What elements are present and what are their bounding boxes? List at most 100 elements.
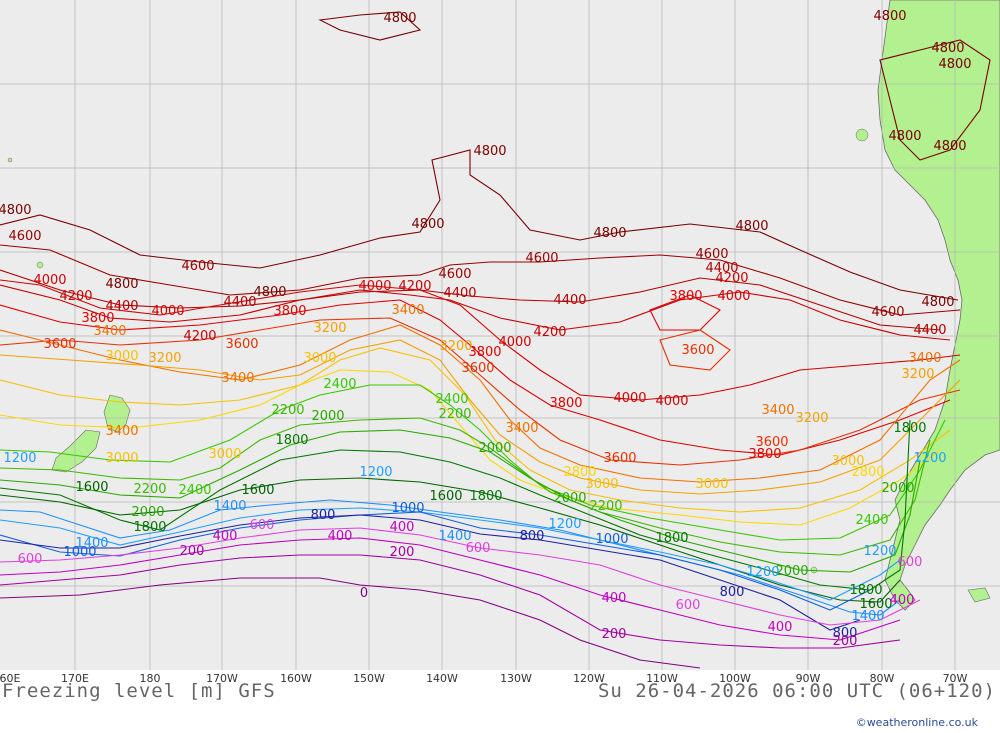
- contour-label-4400: 4400: [553, 293, 586, 308]
- contour-label-2000: 2000: [881, 481, 914, 496]
- contour-0: [0, 577, 701, 669]
- contour-label-4000: 4000: [151, 304, 184, 319]
- contour-label-1800: 1800: [893, 421, 926, 436]
- contour-label-1600: 1600: [75, 480, 108, 495]
- contour-3800: [0, 299, 951, 456]
- contour-label-2000: 2000: [553, 491, 586, 506]
- island-land: [967, 587, 991, 603]
- longitude-label: 140W: [426, 672, 458, 685]
- longitude-label: 60E: [0, 672, 21, 685]
- contour-label-1600: 1600: [859, 597, 892, 612]
- contour-label-2200: 2200: [438, 407, 471, 422]
- contour-label-3800: 3800: [549, 396, 582, 411]
- contour-1800: [0, 419, 911, 591]
- new-zealand-south-land: [51, 429, 101, 473]
- contour-label-4200: 4200: [533, 325, 566, 340]
- longitude-label: 170W: [206, 672, 238, 685]
- contour-400: [0, 537, 901, 641]
- contour-label-2200: 2200: [271, 403, 304, 418]
- contour-label-3600: 3600: [461, 361, 494, 376]
- island-land: [7, 157, 13, 163]
- contour-label-1200: 1200: [863, 544, 896, 559]
- contour-label-3800: 3800: [273, 304, 306, 319]
- contour-label-4800: 4800: [735, 219, 768, 234]
- contour-label-4800: 4800: [253, 285, 286, 300]
- contour-label-4800: 4800: [921, 295, 954, 310]
- contour-200: [0, 554, 901, 649]
- map-title: Freezing level [m] GFS: [2, 680, 276, 702]
- contour-label-3800: 3800: [81, 311, 114, 326]
- south-america-land: [877, 0, 1000, 611]
- contour-label-4200: 4200: [183, 329, 216, 344]
- contour-label-1800: 1800: [275, 433, 308, 448]
- longitude-label: 160W: [280, 672, 312, 685]
- contour-4800: [879, 39, 991, 161]
- contour-label-1400: 1400: [438, 529, 471, 544]
- contour-label-800: 800: [311, 508, 336, 523]
- contour-label-1200: 1200: [913, 451, 946, 466]
- contour-label-3000: 3000: [303, 351, 336, 366]
- longitude-label: 90W: [795, 672, 821, 685]
- contour-3400: [0, 324, 961, 483]
- longitude-label: 80W: [869, 672, 895, 685]
- contour-label-400: 400: [890, 593, 915, 608]
- contour-label-4800: 4800: [933, 139, 966, 154]
- contour-label-3600: 3600: [681, 343, 714, 358]
- contour-4200: [0, 284, 951, 341]
- contour-label-3000: 3000: [831, 454, 864, 469]
- contour-label-3400: 3400: [908, 351, 941, 366]
- contour-3600: [0, 317, 961, 466]
- contour-4800: [0, 149, 959, 301]
- contour-label-3400: 3400: [505, 421, 538, 436]
- contour-label-2200: 2200: [589, 499, 622, 514]
- contour-label-200: 200: [602, 627, 627, 642]
- contour-label-1000: 1000: [63, 545, 96, 560]
- contour-label-1200: 1200: [359, 465, 392, 480]
- contour-label-3000: 3000: [585, 477, 618, 492]
- longitude-label: 150W: [353, 672, 385, 685]
- contour-2000: [0, 429, 921, 573]
- contour-label-200: 200: [180, 544, 205, 559]
- contour-4400: [0, 269, 941, 331]
- contour-label-600: 600: [676, 598, 701, 613]
- credit-link[interactable]: ©weatheronline.co.uk: [855, 716, 978, 729]
- contour-label-400: 400: [602, 591, 627, 606]
- contour-4000: [0, 279, 961, 401]
- contour-label-4000: 4000: [498, 335, 531, 350]
- contour-label-4200: 4200: [398, 279, 431, 294]
- contour-2200: [0, 417, 931, 556]
- contour-label-1400: 1400: [851, 609, 884, 624]
- contour-label-200: 200: [833, 634, 858, 649]
- contour-3800: [649, 294, 721, 331]
- contour-600: [0, 527, 921, 626]
- contour-label-1200: 1200: [548, 517, 581, 532]
- contour-label-4000: 4000: [717, 289, 750, 304]
- contour-label-2000: 2000: [131, 505, 164, 520]
- contour-label-2400: 2400: [855, 513, 888, 528]
- contour-label-4800: 4800: [473, 144, 506, 159]
- ocean-background: [0, 0, 1000, 670]
- contour-label-1800: 1800: [849, 583, 882, 598]
- contour-label-400: 400: [213, 529, 238, 544]
- contour-1200: [0, 507, 901, 601]
- contour-label-3200: 3200: [795, 411, 828, 426]
- graticule: [0, 0, 1000, 670]
- contour-label-800: 800: [833, 626, 858, 641]
- contour-label-3600: 3600: [43, 337, 76, 352]
- contour-label-800: 800: [520, 529, 545, 544]
- contour-3200: [0, 339, 961, 495]
- island-land: [855, 128, 869, 142]
- contour-label-4400: 4400: [913, 323, 946, 338]
- contour-label-4000: 4000: [358, 279, 391, 294]
- footer-band: [0, 670, 1000, 733]
- contour-label-4800: 4800: [888, 129, 921, 144]
- contour-4800: [318, 11, 422, 41]
- contour-label-2000: 2000: [478, 441, 511, 456]
- contour-label-4400: 4400: [105, 299, 138, 314]
- contour-label-3200: 3200: [901, 367, 934, 382]
- contour-label-1800: 1800: [655, 531, 688, 546]
- contour-label-1800: 1800: [133, 520, 166, 535]
- freezing-level-map: 4800 4800 4800 4800 4800 4800 4800 4800 4800 4800…: [0, 0, 1000, 670]
- contour-label-3400: 3400: [221, 371, 254, 386]
- contour-2800: [0, 369, 941, 526]
